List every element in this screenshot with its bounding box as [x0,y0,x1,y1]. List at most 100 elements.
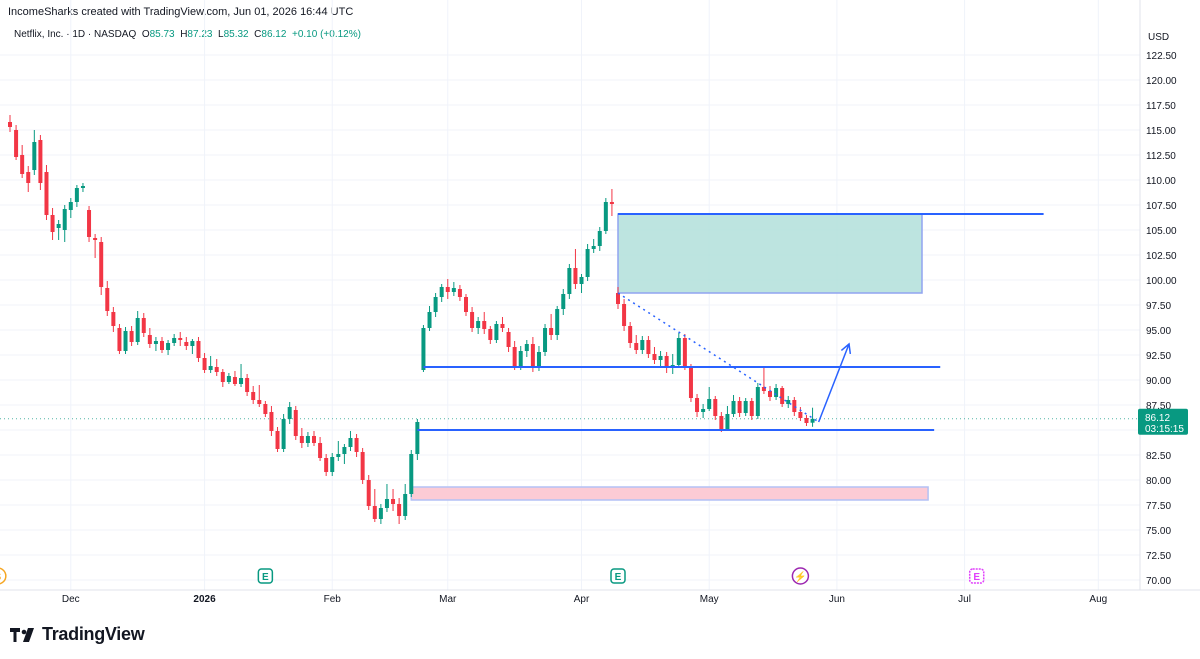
trend-line[interactable] [617,292,820,423]
candle [123,331,128,351]
open-label: O [141,29,150,40]
x-tick-label: Dec [62,594,80,605]
tradingview-logo[interactable]: TradingView [10,624,145,645]
candle [640,340,645,350]
candle [780,388,785,404]
candle [445,287,450,292]
candle [257,400,262,404]
candle [105,288,110,311]
candle [512,347,517,366]
candle [172,338,177,343]
candle [391,499,396,504]
candle [603,202,608,231]
candle [464,297,468,312]
candle [312,436,316,443]
candle [688,367,693,398]
candle [585,249,590,277]
x-tick-label: Jun [829,594,845,605]
candle [38,140,43,183]
candle [433,297,438,312]
event-marker-label: E [973,572,980,583]
earnings-e-icon[interactable] [610,568,626,584]
candle [141,318,146,333]
candle [658,356,663,360]
y-tick-label: 122.50 [1146,51,1177,62]
candle [330,457,335,472]
x-tick-label: Apr [574,594,590,605]
candle [93,238,98,240]
symbol-description[interactable]: Netflix, Inc. · 1D · NASDAQ [14,29,137,40]
candle [287,407,292,419]
chart-credit: IncomeSharks created with TradingView.co… [8,6,354,18]
high-value: 87.23 [187,29,213,40]
candle [798,412,803,418]
event-marker-label: ⚡ [794,570,806,583]
candle [476,321,481,328]
candle [87,210,92,237]
candle [232,377,237,384]
candle [403,494,408,516]
candle [682,338,687,367]
candle [591,246,596,249]
demand-zone[interactable] [410,486,929,501]
candle [147,335,152,344]
candle [701,409,706,412]
x-tick-label: May [700,594,719,605]
countdown-label: 03:15:15 [1145,424,1184,435]
candle [360,452,365,480]
candle [397,504,402,516]
earnings-upcoming-icon[interactable] [968,568,985,584]
candle [50,215,55,232]
candle [549,328,554,335]
candle [555,309,560,335]
candle [755,387,760,416]
projection-arrow[interactable] [817,343,850,423]
y-tick-label: 112.50 [1146,151,1176,162]
candle [111,312,116,326]
candle [543,328,548,352]
candle [743,401,748,413]
candle [74,188,79,202]
candle [488,329,493,340]
high-label: H [180,29,188,40]
candle [305,436,310,443]
candle [761,387,766,391]
event-marker-label: E [615,572,622,583]
y-tick-label: 92.50 [1146,351,1171,362]
y-tick-label: 115.00 [1146,126,1176,137]
logo-text: TradingView [42,624,145,644]
candle [378,508,383,519]
low-label: L [218,29,224,40]
y-tick-label: 100.00 [1146,276,1177,287]
y-tick-label: 120.00 [1146,76,1177,87]
split-bolt-icon[interactable] [791,567,810,585]
candle [579,277,584,284]
candle [731,401,736,414]
earnings-e-icon[interactable] [257,568,274,584]
candle [695,398,700,412]
y-tick-label: 87.50 [1146,401,1171,412]
candle [384,499,389,508]
candle [567,268,572,294]
y-tick-label: 110.00 [1146,176,1176,187]
supply-zone[interactable] [617,213,923,294]
close-label: C [254,29,262,40]
candle [135,318,140,342]
candle [153,341,158,344]
last-price-badge [1138,408,1188,435]
candle [536,352,541,368]
y-tick-label: 90.00 [1146,376,1171,387]
candle [646,340,651,354]
candle [202,358,207,370]
y-tick-label: 80.00 [1146,476,1171,487]
candle [226,376,231,382]
dividend-s-icon[interactable] [0,567,7,585]
candle [725,414,730,429]
candle [707,399,712,409]
candle [530,344,535,368]
y-tick-label: 72.50 [1146,551,1171,562]
candle [482,321,487,329]
candle [184,342,189,346]
candle [518,351,523,366]
